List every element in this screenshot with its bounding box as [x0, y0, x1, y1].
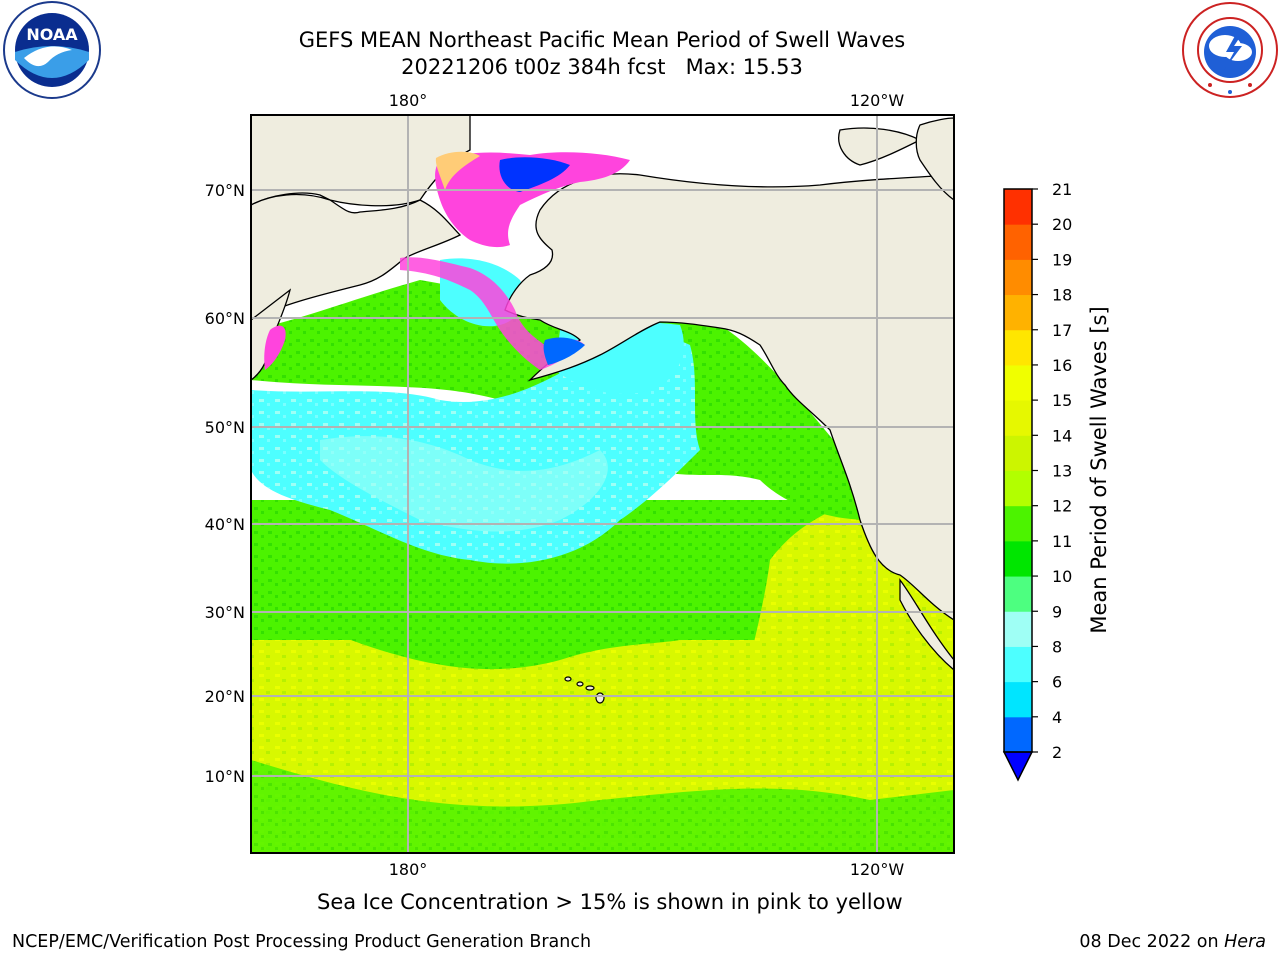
credit-host: Hera — [1224, 932, 1266, 952]
colorbar-segment — [1004, 294, 1032, 331]
colorbar-tick-label: 17 — [1052, 321, 1072, 340]
sea-ice-bristol-blue — [543, 337, 585, 365]
credit-date-text: 08 Dec 2022 on — [1079, 932, 1225, 952]
lat-label: 50°N — [205, 418, 245, 437]
nws-logo-icon — [1182, 2, 1278, 98]
colorbar-segment — [1004, 540, 1032, 577]
lat-label: 30°N — [205, 603, 245, 622]
ocean-band-light-cyan — [320, 436, 608, 532]
lon-label-bottom: 180° — [389, 860, 428, 879]
lon-label-bottom: 120°W — [850, 860, 905, 879]
lon-label-top: 180° — [389, 91, 428, 110]
lat-label: 20°N — [205, 687, 245, 706]
axis-labels: 180° 180° 120°W 120°W 70°N 60°N 50°N 40°N 30°N 20… — [205, 91, 905, 879]
colorbar-tick-label: 19 — [1052, 250, 1072, 269]
credit-branch: NCEP/EMC/Verification Post Processing Pr… — [12, 932, 592, 952]
colorbar-segment — [1004, 435, 1032, 471]
colorbar: 2 4 6 8 9 10 11 12 13 14 15 16 17 18 19 20 21 — [1002, 180, 1072, 782]
ocean-band-cyan — [251, 335, 700, 564]
colorbar-segment — [1004, 400, 1032, 436]
colorbar-segment — [1004, 259, 1032, 296]
sea-ice-footnote: Sea Ice Concentration > 15% is shown in … — [317, 890, 903, 914]
lat-label: 70°N — [205, 181, 245, 200]
sea-ice-chukchi-orange — [435, 151, 480, 190]
colorbar-tick-label: 16 — [1052, 356, 1072, 375]
colorbar-tick-label: 21 — [1052, 180, 1072, 199]
lat-label: 40°N — [205, 515, 245, 534]
colorbar-segment — [1004, 224, 1032, 260]
graticule — [251, 115, 954, 853]
colorbar-extend-arrow — [1002, 751, 1034, 782]
credit-date: 08 Dec 2022 on Hera — [1079, 932, 1266, 952]
colorbar-tick-label: 13 — [1052, 462, 1072, 481]
colorbar-segment — [1004, 364, 1032, 401]
colorbar-segment — [1004, 716, 1032, 753]
colorbar-segment — [1004, 189, 1032, 225]
ocean-band-green-southern — [251, 760, 954, 853]
chart-subtitle: 20221206 t00z 384h fcst Max: 15.53 — [401, 55, 803, 79]
chart-title: GEFS MEAN Northeast Pacific Mean Period … — [298, 28, 906, 52]
colorbar-tick-label: 2 — [1052, 743, 1062, 762]
noaa-logo-icon: NOAA — [3, 1, 101, 99]
colorbar-tick-label: 4 — [1052, 708, 1062, 727]
colorbar-tick-label: 20 — [1052, 215, 1072, 234]
land-arctic-island-1 — [838, 127, 922, 166]
svg-text:NOAA: NOAA — [26, 25, 78, 44]
colorbar-segment — [1004, 505, 1032, 542]
lat-label: 10°N — [205, 767, 245, 786]
colorbar-tick-label: 11 — [1052, 532, 1072, 551]
sea-ice-kamchatka — [264, 325, 286, 370]
lat-label: 60°N — [205, 309, 245, 328]
colorbar-segment — [1004, 681, 1032, 718]
sea-ice-bering-rim — [400, 257, 585, 370]
colorbar-segment — [1004, 329, 1032, 366]
colorbar-tick-label: 15 — [1052, 391, 1072, 410]
map-plot-area — [251, 115, 954, 853]
colorbar-tick-label: 9 — [1052, 602, 1062, 621]
colorbar-tick-label: 18 — [1052, 286, 1072, 305]
colorbar-segment — [1004, 470, 1032, 507]
colorbar-segment — [1004, 576, 1032, 612]
sea-ice-chukchi — [435, 152, 630, 248]
colorbar-tick-label: 6 — [1052, 673, 1062, 692]
colorbar-tick-label: 10 — [1052, 567, 1072, 586]
lon-label-top: 120°W — [850, 91, 905, 110]
land-arctic-island-2 — [915, 117, 954, 201]
colorbar-segment — [1004, 646, 1032, 683]
colorbar-tick-label: 8 — [1052, 637, 1062, 656]
colorbar-segment — [1004, 611, 1032, 647]
map-frame — [250, 114, 955, 854]
colorbar-tick-label: 14 — [1052, 426, 1072, 445]
land-baja — [899, 578, 954, 671]
sea-ice-chukchi-blue — [499, 157, 570, 192]
colorbar-tick-label: 12 — [1052, 497, 1072, 516]
colorbar-title: Mean Period of Swell Waves [s] — [1087, 306, 1111, 633]
